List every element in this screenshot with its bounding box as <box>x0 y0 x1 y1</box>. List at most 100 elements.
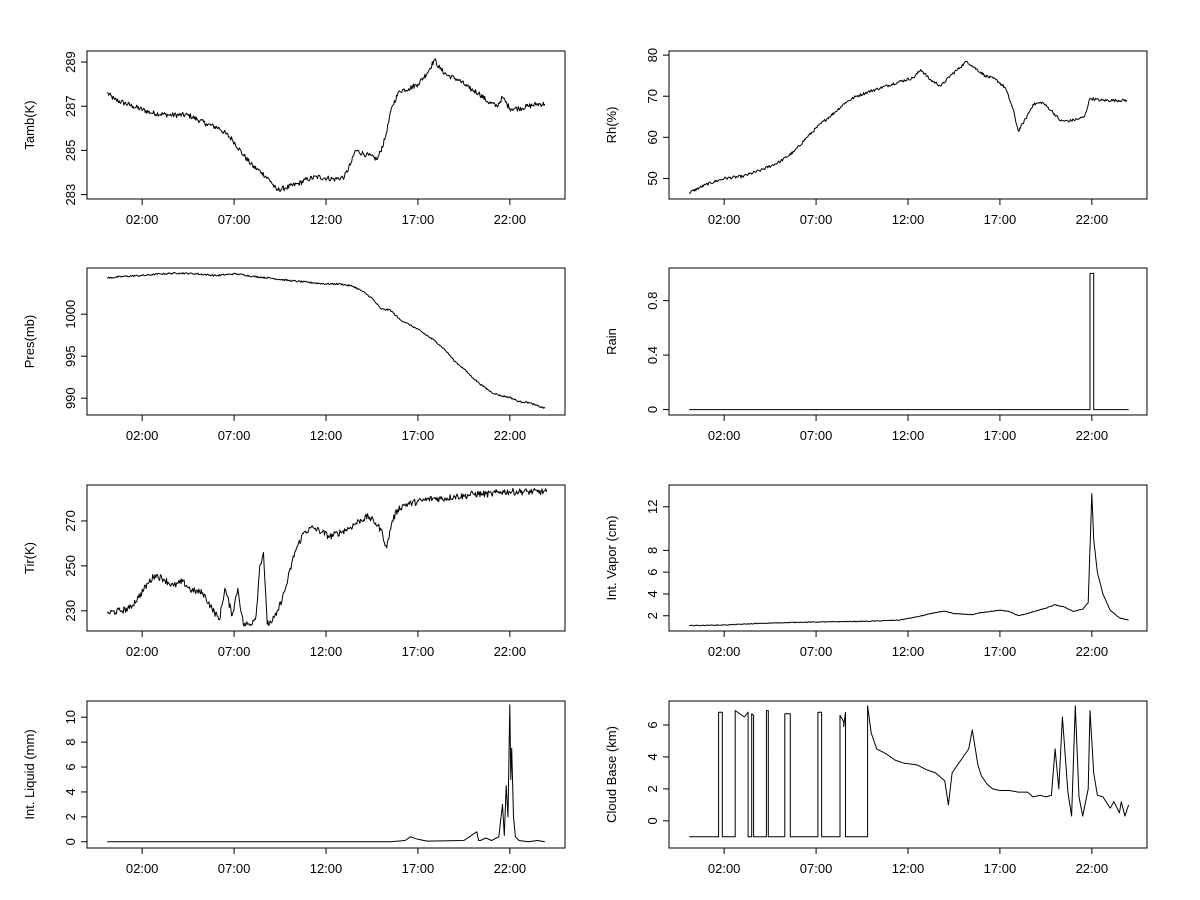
x-tick-label: 02:00 <box>126 212 159 227</box>
y-tick-label: 2 <box>645 785 660 792</box>
panel-pres: 02:00 07:00 12:00 17:00 22:00 990 995 1000 Pres(… <box>22 267 566 443</box>
y-tick-label: 250 <box>63 555 78 577</box>
y-tick-label: 289 <box>63 51 78 73</box>
plot-frame <box>86 50 566 200</box>
panel-vapor: 02:00 07:00 12:00 17:00 22:00 2 4 6 8 12 Int. Vapo… <box>604 484 1148 659</box>
series-line-tamb <box>107 58 546 193</box>
y-tick-label: 270 <box>63 510 78 532</box>
x-tick-label: 17:00 <box>984 644 1017 659</box>
y-tick-label: 0 <box>63 838 78 845</box>
x-tick-label: 02:00 <box>708 212 741 227</box>
x-tick-label: 12:00 <box>892 212 925 227</box>
x-tick-label: 02:00 <box>126 644 159 659</box>
x-tick-label: 17:00 <box>402 644 435 659</box>
y-tick-label: 0 <box>645 817 660 824</box>
x-tick-label: 17:00 <box>402 428 435 443</box>
plot-frame <box>668 267 1148 416</box>
series-line-rain <box>689 272 1129 411</box>
y-tick-label: 1000 <box>63 300 78 329</box>
y-axis-label: Pres(mb) <box>22 315 37 368</box>
series-line-rh <box>688 60 1128 194</box>
plot-frame <box>86 700 566 849</box>
y-axis-label: Int. Vapor (cm) <box>604 515 619 600</box>
y-axis-label: Rain <box>604 328 619 355</box>
x-tick-label: 22:00 <box>494 212 527 227</box>
y-tick-label: 6 <box>645 721 660 728</box>
x-tick-label: 12:00 <box>310 861 343 876</box>
y-tick-label: 0.8 <box>645 292 660 310</box>
panel-tir: 02:00 07:00 12:00 17:00 22:00 230 250 270 Tir(K) <box>22 484 566 659</box>
x-tick-label: 22:00 <box>1076 644 1109 659</box>
panel-cloudbase: 02:00 07:00 12:00 17:00 22:00 0 2 4 6 Cloud Base … <box>604 700 1148 876</box>
series-line-vapor <box>689 493 1129 627</box>
y-tick-label: 4 <box>645 590 660 597</box>
x-tick-label: 02:00 <box>708 428 741 443</box>
y-tick-label: 8 <box>63 738 78 745</box>
y-tick-label: 990 <box>63 387 78 409</box>
x-tick-label: 22:00 <box>1076 861 1109 876</box>
y-tick-label: 80 <box>645 48 660 62</box>
series-line-liquid <box>107 704 545 843</box>
y-axis-label: Cloud Base (km) <box>604 726 619 823</box>
y-tick-label: 2 <box>645 612 660 619</box>
x-tick-label: 02:00 <box>126 428 159 443</box>
x-tick-label: 07:00 <box>218 644 251 659</box>
x-tick-label: 22:00 <box>494 428 527 443</box>
x-tick-label: 07:00 <box>218 212 251 227</box>
series-line-cloudbase <box>689 705 1130 838</box>
x-tick-label: 22:00 <box>494 861 527 876</box>
panel-rain: 02:00 07:00 12:00 17:00 22:00 0 0.4 0.8 Rain <box>604 267 1148 443</box>
y-tick-label: 0.4 <box>645 346 660 364</box>
panel-liquid: 02:00 07:00 12:00 17:00 22:00 0 2 4 6 8 10 Int. Liq… <box>22 700 566 876</box>
y-axis-label: Rh(%) <box>604 107 619 144</box>
y-tick-label: 10 <box>63 710 78 724</box>
x-tick-label: 22:00 <box>1076 428 1109 443</box>
x-tick-label: 12:00 <box>310 428 343 443</box>
x-tick-label: 07:00 <box>800 644 833 659</box>
y-tick-label: 4 <box>63 788 78 795</box>
y-axis-label: Tamb(K) <box>22 100 37 149</box>
y-tick-label: 287 <box>63 95 78 117</box>
y-tick-label: 60 <box>645 130 660 144</box>
y-tick-label: 12 <box>645 500 660 514</box>
series-line-tir <box>106 487 548 627</box>
x-tick-label: 12:00 <box>310 644 343 659</box>
y-axis-label: Int. Liquid (mm) <box>22 729 37 819</box>
x-tick-label: 17:00 <box>402 861 435 876</box>
x-tick-label: 17:00 <box>984 212 1017 227</box>
x-tick-label: 12:00 <box>892 644 925 659</box>
plot-frame <box>86 484 566 632</box>
x-tick-label: 22:00 <box>1076 212 1109 227</box>
x-tick-label: 07:00 <box>800 428 833 443</box>
x-tick-label: 17:00 <box>984 428 1017 443</box>
y-tick-label: 285 <box>63 140 78 162</box>
series-line-pres <box>107 272 546 409</box>
y-tick-label: 230 <box>63 600 78 622</box>
y-tick-label: 4 <box>645 753 660 760</box>
y-tick-label: 2 <box>63 813 78 820</box>
plot-frame <box>668 700 1148 849</box>
x-tick-label: 07:00 <box>218 861 251 876</box>
panel-tamb: 02:00 07:00 12:00 17:00 22:00 283 285 287 289 Tam… <box>22 50 566 227</box>
x-tick-label: 02:00 <box>126 861 159 876</box>
x-tick-label: 07:00 <box>218 428 251 443</box>
y-tick-label: 70 <box>645 89 660 103</box>
y-tick-label: 50 <box>645 171 660 185</box>
y-tick-label: 6 <box>63 763 78 770</box>
plot-frame <box>668 484 1148 632</box>
x-tick-label: 07:00 <box>800 212 833 227</box>
x-tick-label: 17:00 <box>402 212 435 227</box>
x-tick-label: 17:00 <box>984 861 1017 876</box>
x-tick-label: 12:00 <box>892 428 925 443</box>
x-tick-label: 02:00 <box>708 644 741 659</box>
y-tick-label: 6 <box>645 569 660 576</box>
y-tick-label: 283 <box>63 184 78 206</box>
x-tick-label: 02:00 <box>708 861 741 876</box>
panel-rh: 02:00 07:00 12:00 17:00 22:00 50 60 70 80 Rh(%) <box>604 48 1148 227</box>
x-tick-label: 07:00 <box>800 861 833 876</box>
x-tick-label: 12:00 <box>310 212 343 227</box>
y-tick-label: 995 <box>63 345 78 367</box>
x-tick-label: 12:00 <box>892 861 925 876</box>
y-axis-label: Tir(K) <box>22 542 37 574</box>
